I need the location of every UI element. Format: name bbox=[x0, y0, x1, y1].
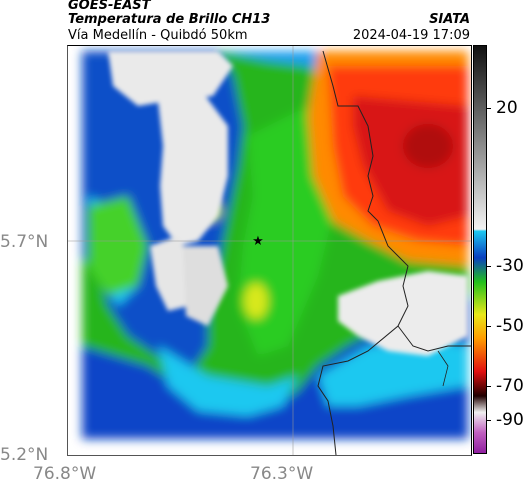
station-marker: ★ bbox=[252, 234, 264, 249]
satellite-title: GOES-EAST bbox=[68, 0, 151, 13]
x-tick-label: 76.8°W bbox=[33, 464, 97, 484]
map-image: ★ bbox=[68, 46, 471, 455]
x-tick-label: 76.3°W bbox=[250, 464, 314, 484]
colorbar-tick bbox=[486, 326, 491, 327]
colorbar-label: -70 bbox=[496, 376, 524, 396]
colorbar-label: -30 bbox=[496, 256, 524, 276]
y-tick-label: 5.7°N bbox=[0, 232, 49, 252]
colorbar-label: 20 bbox=[496, 98, 518, 118]
region-label: Vía Medellín - Quibdó 50km bbox=[68, 28, 248, 43]
product-title: Temperatura de Brillo CH13 bbox=[68, 12, 271, 27]
satellite-map[interactable]: ★ bbox=[67, 45, 472, 456]
colorbar-label: -90 bbox=[496, 410, 524, 430]
colorbar-tick bbox=[486, 386, 491, 387]
datetime-label: 2024-04-19 17:09 bbox=[352, 28, 470, 43]
colorbar-tick bbox=[486, 266, 491, 267]
colorbar-label: -50 bbox=[496, 316, 524, 336]
colorbar-tick bbox=[486, 420, 491, 421]
colorbar-gradient bbox=[474, 46, 486, 453]
y-tick-label: 5.2°N bbox=[0, 445, 49, 465]
colorbar bbox=[473, 45, 487, 454]
colorbar-tick bbox=[486, 108, 491, 109]
agency-label: SIATA bbox=[429, 12, 470, 27]
